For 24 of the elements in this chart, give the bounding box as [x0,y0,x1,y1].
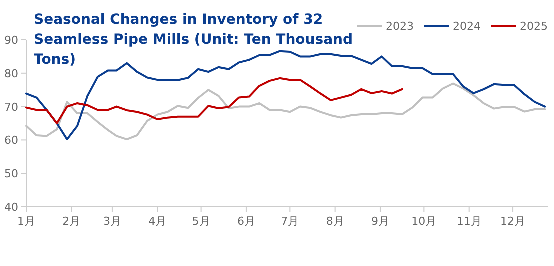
chart-title: Seasonal Changes in Inventory of 32 Seamless Pipe Mills (Unit: Ten Thousand Tons) [34,11,354,70]
x-tick-label: 1月 [18,215,36,228]
legend-label: 2025 [520,20,548,33]
y-tick-label: 80 [4,67,18,80]
y-tick-label: 70 [4,100,18,114]
y-tick-label: 40 [4,201,18,214]
x-tick-label: 12月 [500,215,526,228]
legend-label: 2023 [386,20,414,33]
line-series [26,50,546,141]
x-tick-label: 8月 [326,215,344,228]
x-tick-label: 7月 [281,215,300,228]
x-tick-label: 9月 [371,215,390,228]
x-tick-label: 6月 [237,215,256,228]
y-tick-label: 50 [4,168,18,181]
legend-label: 2024 [453,20,481,33]
x-tick-label: 5月 [192,215,210,228]
y-tick-label: 90 [4,34,18,47]
x-tick-label: 4月 [148,215,167,228]
x-tick-label: 10月 [412,215,437,228]
x-tick-label: 3月 [103,215,122,228]
y-tick-label: 60 [4,134,18,148]
x-tick-label: 2月 [62,215,81,228]
line-series [26,77,404,124]
x-tick-label: 11月 [456,215,482,228]
